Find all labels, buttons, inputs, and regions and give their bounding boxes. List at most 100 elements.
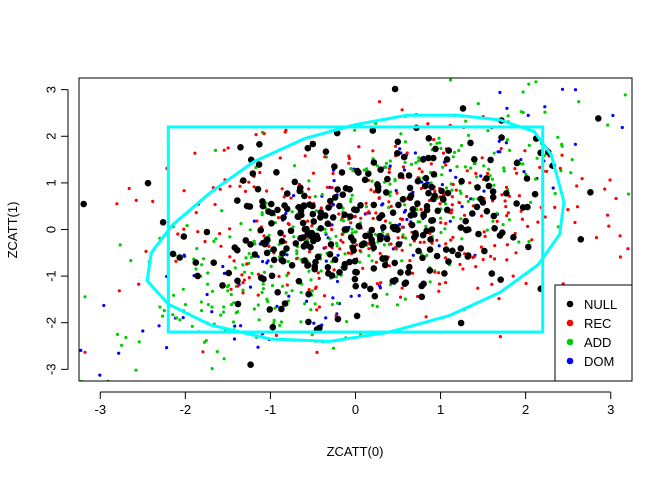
point-null xyxy=(513,159,521,167)
point-rec xyxy=(378,251,382,256)
point-add xyxy=(351,169,355,173)
plot-frame xyxy=(78,77,633,382)
point-add xyxy=(124,335,128,340)
point-null xyxy=(361,282,368,289)
point-null xyxy=(406,184,414,192)
point-add xyxy=(388,159,392,163)
point-null xyxy=(370,265,378,272)
point-null xyxy=(237,144,244,151)
point-null xyxy=(347,234,355,241)
point-null xyxy=(423,203,431,210)
point-null xyxy=(457,224,465,231)
point-null xyxy=(291,178,299,186)
point-add xyxy=(439,216,443,220)
point-null xyxy=(234,197,241,204)
point-dom xyxy=(573,142,578,146)
point-rec xyxy=(405,151,409,155)
point-add xyxy=(250,271,254,275)
point-rec xyxy=(449,238,453,242)
point-null xyxy=(397,172,405,179)
point-dom xyxy=(644,14,647,17)
point-add xyxy=(328,237,332,241)
point-rec xyxy=(553,205,557,209)
point-rec xyxy=(322,294,327,298)
point-rec xyxy=(657,200,660,203)
point-null xyxy=(350,247,358,254)
point-rec xyxy=(441,151,446,155)
point-rec xyxy=(401,235,405,239)
point-null xyxy=(408,221,416,229)
point-null xyxy=(284,190,291,197)
point-add xyxy=(600,71,603,74)
point-dom xyxy=(336,253,340,257)
point-add xyxy=(299,320,303,324)
point-null xyxy=(457,319,465,327)
point-rec xyxy=(226,146,230,150)
point-rec xyxy=(480,156,484,160)
point-dom xyxy=(349,294,353,298)
point-rec xyxy=(201,350,205,354)
point-add xyxy=(261,287,265,291)
point-null xyxy=(305,290,312,298)
point-add xyxy=(521,110,525,115)
point-add xyxy=(303,302,307,306)
point-add xyxy=(395,303,400,307)
point-null xyxy=(523,175,531,182)
point-add xyxy=(385,292,389,296)
point-rec xyxy=(247,276,251,280)
point-add xyxy=(529,200,533,204)
point-null xyxy=(414,177,422,185)
point-add xyxy=(403,160,407,165)
point-rec xyxy=(640,159,643,162)
point-add xyxy=(313,302,317,306)
point-null xyxy=(445,258,452,265)
point-add xyxy=(64,342,67,345)
point-null xyxy=(376,232,384,240)
point-dom xyxy=(448,168,452,173)
point-rec xyxy=(387,170,391,174)
point-add xyxy=(370,259,374,263)
point-add xyxy=(265,297,269,301)
point-null xyxy=(531,190,539,198)
point-add xyxy=(439,146,443,150)
point-null xyxy=(432,145,439,153)
point-null xyxy=(430,154,437,162)
point-add xyxy=(309,278,313,282)
point-null xyxy=(394,150,401,157)
point-rec xyxy=(451,235,455,239)
point-rec xyxy=(319,206,323,210)
point-dom xyxy=(482,189,486,193)
point-null xyxy=(341,226,349,233)
point-dom xyxy=(440,183,444,187)
point-add xyxy=(123,399,126,402)
point-add xyxy=(491,219,495,223)
point-rec xyxy=(458,201,462,205)
point-rec xyxy=(524,281,528,286)
point-dom xyxy=(324,316,328,320)
point-add xyxy=(249,255,253,259)
point-null xyxy=(423,227,430,235)
point-null xyxy=(266,306,274,313)
point-null xyxy=(433,252,441,260)
point-add xyxy=(183,303,188,307)
point-add xyxy=(354,230,358,234)
series-null xyxy=(80,85,602,369)
point-add xyxy=(334,275,338,279)
point-add xyxy=(637,88,640,91)
x-tick-label: 3 xyxy=(607,402,614,417)
point-rec xyxy=(314,285,318,289)
legend: NULL REC ADD DOM xyxy=(554,284,633,382)
point-add xyxy=(270,284,275,288)
point-rec xyxy=(282,234,286,238)
point-add xyxy=(435,141,439,145)
point-rec xyxy=(50,265,53,268)
point-add xyxy=(374,121,378,125)
point-add xyxy=(350,231,354,235)
point-rec xyxy=(479,245,483,249)
point-null xyxy=(389,277,397,285)
point-rec xyxy=(523,149,527,153)
point-add xyxy=(252,307,256,311)
point-add xyxy=(492,151,496,155)
point-null xyxy=(485,182,493,190)
point-rec xyxy=(274,333,278,337)
